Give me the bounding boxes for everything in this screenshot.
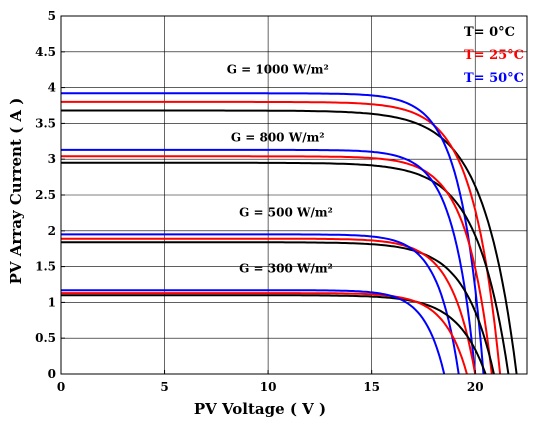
legend-entry: T= 0°C bbox=[464, 25, 515, 40]
iv-curve-G300-T25 bbox=[61, 292, 468, 375]
ticks: 0 5 10 15 20 0 0.5 1 1.5 2 2.5 3 3.5 4 4.5 5 bbox=[35, 9, 483, 394]
legend-entry: T= 25°C bbox=[464, 48, 524, 63]
y-tick-label: 4 bbox=[48, 81, 56, 95]
x-tick-label: 5 bbox=[160, 380, 168, 394]
y-tick-label: 0.5 bbox=[35, 331, 56, 345]
iv-curve-G500-T50 bbox=[61, 233, 460, 375]
iv-curve-G300-T50 bbox=[61, 289, 446, 375]
x-tick-label: 15 bbox=[363, 380, 380, 394]
x-tick-label: 0 bbox=[57, 380, 65, 394]
irradiance-label: G = 1000 W/m² bbox=[227, 62, 329, 76]
y-tick-label: 5 bbox=[48, 9, 56, 23]
x-tick-label: 20 bbox=[467, 380, 484, 394]
y-tick-label: 0 bbox=[48, 367, 56, 381]
y-tick-label: 1 bbox=[48, 295, 56, 309]
irradiance-label: G = 800 W/m² bbox=[231, 130, 325, 144]
iv-curve-G1000-T50 bbox=[61, 92, 485, 375]
iv-curve-G1000-T25 bbox=[61, 100, 502, 375]
y-axis-label: PV Array Current ( A ) bbox=[7, 98, 25, 285]
y-tick-label: 4.5 bbox=[35, 45, 56, 59]
legend-entry: T= 50°C bbox=[464, 71, 524, 86]
x-tick-label: 10 bbox=[260, 380, 277, 394]
irradiance-label: G = 300 W/m² bbox=[239, 261, 333, 275]
iv-curve-G800-T50 bbox=[61, 148, 477, 375]
iv-curve-G300-T0 bbox=[61, 294, 487, 375]
irradiance-labels: G = 1000 W/m² G = 800 W/m² G = 500 W/m² G =… bbox=[227, 62, 333, 275]
curves bbox=[61, 92, 518, 375]
y-tick-label: 2 bbox=[48, 224, 56, 238]
legend: T= 0°C T= 25°C T= 50°C bbox=[464, 25, 524, 86]
irradiance-label: G = 500 W/m² bbox=[239, 205, 333, 219]
y-tick-label: 3.5 bbox=[35, 116, 56, 130]
grid bbox=[61, 16, 527, 374]
y-tick-label: 2.5 bbox=[35, 188, 56, 202]
y-tick-label: 3 bbox=[48, 152, 56, 166]
y-tick-label: 1.5 bbox=[35, 260, 56, 274]
x-axis-label: PV Voltage ( V ) bbox=[194, 400, 326, 418]
